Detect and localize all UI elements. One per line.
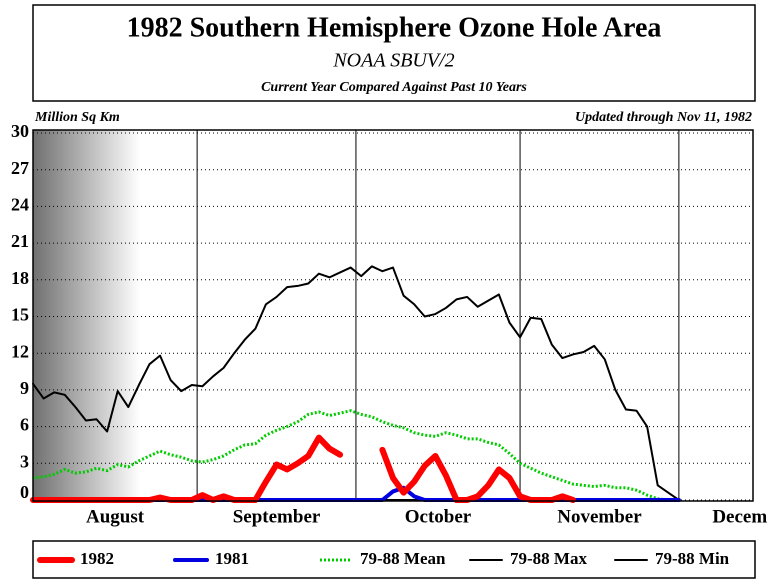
- legend-label: 79-88 Min: [655, 549, 730, 568]
- chart-caption: Current Year Compared Against Past 10 Ye…: [261, 80, 527, 95]
- legend-label: 1982: [80, 549, 114, 568]
- series-line: [30, 434, 576, 503]
- x-tick-label: November: [557, 506, 642, 527]
- update-note: Updated through Nov 11, 1982: [575, 110, 752, 125]
- y-tick-label: 24: [11, 195, 29, 215]
- series-line: [32, 265, 680, 501]
- x-tick-label: August: [86, 506, 145, 527]
- shading: [33, 130, 140, 501]
- y-tick-label: 0: [20, 482, 29, 502]
- y-tick-label: 12: [11, 341, 29, 361]
- legend-box: [32, 540, 756, 579]
- y-tick-label: 27: [11, 158, 29, 178]
- legend-label: 1981: [215, 549, 249, 568]
- labels: 0 3 6 9 12 15 18 21 24 27 30 August September October…: [11, 121, 767, 527]
- y-tick-label: 18: [11, 268, 29, 288]
- x-tick-label: October: [405, 506, 472, 527]
- legend-label: 79-88 Mean: [360, 549, 446, 568]
- y-tick-label: 9: [20, 378, 29, 398]
- legend: 1982 1981 79-88 Mean 79-88 Max 79-88 Min: [37, 549, 730, 568]
- x-tick-label: Decem: [712, 506, 767, 527]
- x-tick-label: September: [233, 506, 321, 527]
- lines: [30, 265, 681, 503]
- y-axis-label: Million Sq Km: [34, 110, 120, 125]
- grid: [33, 130, 753, 501]
- chart-subtitle: NOAA SBUV/2: [332, 50, 454, 72]
- chart-title: 1982 Southern Hemisphere Ozone Hole Area: [127, 12, 662, 43]
- y-tick-label: 30: [11, 121, 29, 141]
- y-tick-label: 21: [11, 231, 29, 251]
- y-tick-label: 6: [20, 415, 29, 435]
- y-tick-label: 3: [20, 451, 29, 471]
- legend-label: 79-88 Max: [510, 549, 587, 568]
- plot-frame: [32, 129, 754, 502]
- title-box: [32, 4, 756, 102]
- y-tick-label: 15: [11, 305, 29, 325]
